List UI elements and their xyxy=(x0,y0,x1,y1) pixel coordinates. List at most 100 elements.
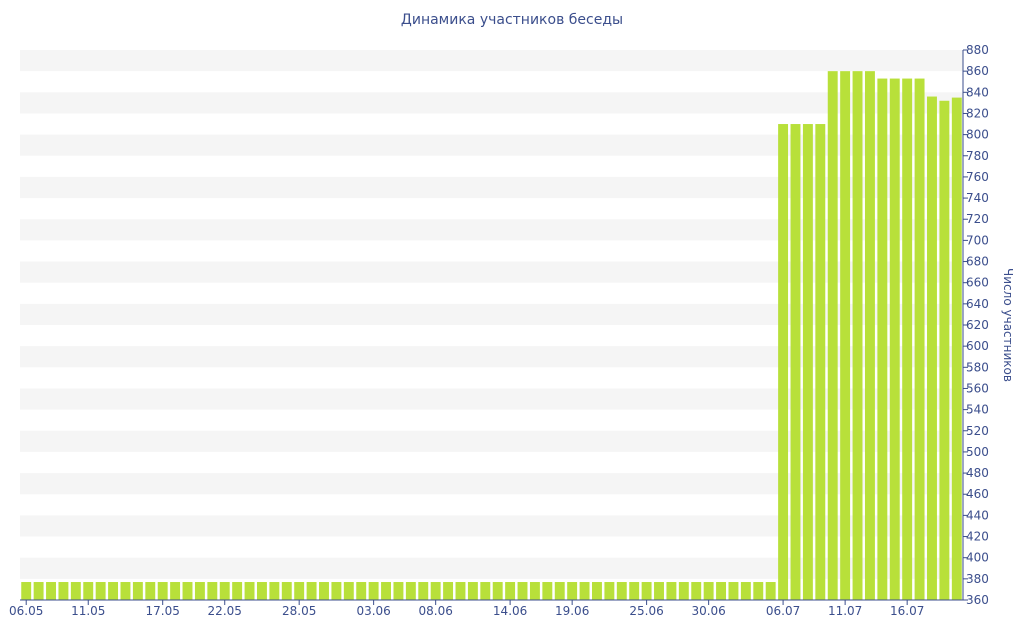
x-tick-label: 22.05 xyxy=(208,604,242,618)
bar xyxy=(641,582,652,600)
grid-stripe xyxy=(20,388,963,410)
bar xyxy=(467,582,478,600)
y-tick-label: 600 xyxy=(966,339,989,353)
bar xyxy=(443,582,454,600)
grid-stripe xyxy=(20,92,963,114)
y-tick-label: 500 xyxy=(966,445,989,459)
bar xyxy=(393,582,404,600)
bar xyxy=(691,582,702,600)
x-tick-label: 11.07 xyxy=(828,604,862,618)
x-tick-label: 11.05 xyxy=(71,604,105,618)
x-tick-label: 25.06 xyxy=(629,604,663,618)
bar xyxy=(170,582,181,600)
bar xyxy=(418,582,429,600)
bar xyxy=(517,582,528,600)
bar xyxy=(232,582,243,600)
bar xyxy=(802,124,813,601)
y-tick-label: 520 xyxy=(966,424,989,438)
bar xyxy=(740,582,751,600)
bar xyxy=(939,100,950,601)
bar xyxy=(902,78,913,601)
bar xyxy=(889,78,900,601)
bar xyxy=(815,124,826,601)
bar xyxy=(790,124,801,601)
y-tick-label: 420 xyxy=(966,530,989,544)
x-tick-label: 30.06 xyxy=(691,604,725,618)
y-tick-label: 840 xyxy=(966,85,989,99)
grid-stripe xyxy=(20,176,963,199)
y-tick-label: 360 xyxy=(966,593,989,607)
bar xyxy=(356,582,367,600)
bar xyxy=(405,582,416,600)
bar xyxy=(95,582,106,600)
y-tick-label: 660 xyxy=(966,276,989,290)
y-tick-label: 780 xyxy=(966,149,989,163)
bar xyxy=(877,78,888,601)
bar xyxy=(654,582,664,600)
bar xyxy=(703,582,714,600)
x-tick-label: 16.07 xyxy=(890,604,924,618)
bar xyxy=(194,582,205,600)
bar xyxy=(430,582,441,600)
x-axis: 06.05 11.05 17.05 22.05 28.05 03.06 08.06 14.06… xyxy=(9,599,963,618)
grid-stripe xyxy=(20,50,963,72)
bar xyxy=(492,582,503,600)
grid-stripe xyxy=(20,557,963,579)
y-tick-label: 380 xyxy=(966,572,989,586)
bar xyxy=(120,582,131,600)
x-tick-label: 17.05 xyxy=(146,604,180,618)
bar xyxy=(505,582,516,600)
y-tick-label: 540 xyxy=(966,403,989,417)
bar xyxy=(331,582,342,600)
y-tick-label: 620 xyxy=(966,318,989,332)
y-axis-label: Число участников xyxy=(1001,268,1015,382)
grid-stripe xyxy=(20,134,963,156)
bar xyxy=(343,582,354,600)
bar xyxy=(46,582,56,600)
bar xyxy=(864,71,875,600)
y-tick-label: 760 xyxy=(966,170,989,184)
bar xyxy=(567,582,578,600)
bar xyxy=(542,582,553,600)
bar xyxy=(554,582,565,600)
bar xyxy=(319,582,329,600)
y-tick-label: 640 xyxy=(966,297,989,311)
bar xyxy=(108,582,119,600)
y-tick-label: 460 xyxy=(966,487,989,501)
bar xyxy=(157,582,168,600)
bar xyxy=(753,582,764,600)
x-tick-label: 08.06 xyxy=(418,604,452,618)
bar xyxy=(616,582,627,600)
bar xyxy=(381,582,391,600)
x-tick-label: 06.07 xyxy=(766,604,800,618)
y-tick-label: 720 xyxy=(966,212,989,226)
bar xyxy=(914,78,925,601)
x-tick-label: 06.05 xyxy=(9,604,43,618)
bar xyxy=(480,582,491,600)
y-tick-label: 480 xyxy=(966,466,989,480)
bar xyxy=(33,582,44,600)
bar xyxy=(678,582,689,600)
bar xyxy=(83,582,94,600)
grid-stripes xyxy=(20,50,963,579)
bar xyxy=(294,582,305,600)
bar xyxy=(70,582,81,600)
bar xyxy=(132,582,143,600)
grid-stripe xyxy=(20,515,963,537)
bar xyxy=(852,71,863,600)
y-tick-label: 440 xyxy=(966,508,989,522)
y-tick-label: 820 xyxy=(966,106,989,120)
bar xyxy=(927,96,937,601)
grid-stripe xyxy=(20,473,963,495)
bar xyxy=(269,582,280,600)
y-tick-label: 580 xyxy=(966,360,989,374)
y-tick-label: 680 xyxy=(966,255,989,269)
y-tick-label: 560 xyxy=(966,381,989,395)
y-tick-label: 800 xyxy=(966,128,989,142)
bar xyxy=(368,582,379,600)
x-tick-label: 14.06 xyxy=(493,604,527,618)
grid-stripe xyxy=(20,261,963,283)
bar xyxy=(219,582,230,600)
bar xyxy=(207,582,218,600)
y-tick-label: 880 xyxy=(966,43,989,57)
